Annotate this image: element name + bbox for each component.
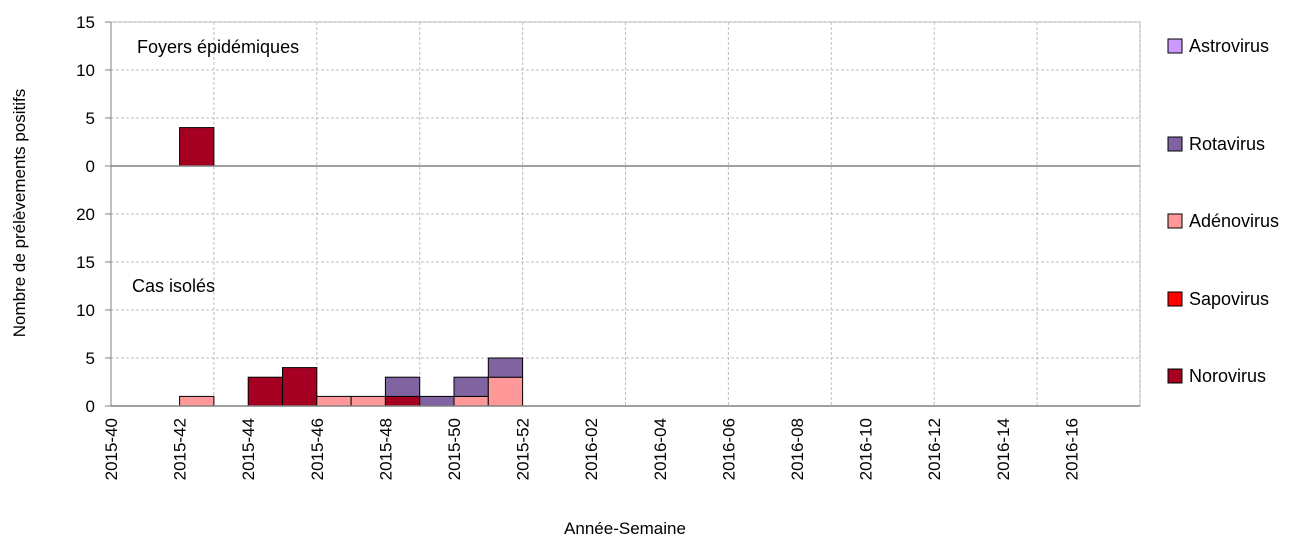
x-tick-label: 2015-46	[308, 418, 327, 480]
bar-adénovirus-2015-42	[179, 395, 215, 407]
bar-adénovirus-2015-50	[453, 395, 489, 407]
axes-layer: 0 5 10 15 0 5 10 15 20 2015-40 2015-42 2015-44 2015-…	[76, 13, 1140, 480]
x-tick-label: 2015-42	[171, 418, 190, 480]
y-tick-label: 10	[76, 61, 95, 80]
x-tick-label: 2015-48	[376, 418, 395, 480]
panel-label-bottom: Cas isolés	[132, 276, 215, 296]
x-tick-label: 2016-10	[857, 418, 876, 480]
x-tick-label: 2016-04	[651, 418, 670, 480]
x-tick-label: 2016-14	[994, 418, 1013, 480]
legend-swatch-sapovirus	[1167, 291, 1183, 307]
bar-rotavirus-2015-50	[453, 376, 489, 397]
bar-rotavirus-2015-49	[419, 395, 455, 407]
y-axis-title: Nombre de prélèvements positifs	[10, 89, 29, 338]
grid-layer	[110, 21, 1141, 407]
x-tick-label: 2015-52	[514, 418, 533, 480]
x-tick-label: 2015-50	[445, 418, 464, 480]
y-tick-label: 0	[86, 157, 95, 176]
legend-label: Sapovirus	[1189, 289, 1269, 309]
bars-layer	[179, 127, 524, 407]
x-tick-label: 2016-12	[925, 418, 944, 480]
x-tick-label: 2016-16	[1062, 418, 1081, 480]
legend-swatch-astrovirus	[1167, 38, 1183, 54]
x-axis-title: Année-Semaine	[564, 519, 686, 538]
legend-swatch-norovirus	[1167, 368, 1183, 384]
legend-swatch-rotavirus	[1167, 136, 1183, 152]
bar-adénovirus-2015-46	[316, 395, 352, 407]
legend-label: Norovirus	[1189, 366, 1266, 386]
legend-label: Rotavirus	[1189, 134, 1265, 154]
y-tick-label: 5	[86, 109, 95, 128]
bar-adénovirus-2015-51	[487, 376, 524, 407]
y-tick-label: 20	[76, 205, 95, 224]
y-tick-label: 5	[86, 349, 95, 368]
legend-label: Adénovirus	[1189, 211, 1279, 231]
y-tick-label: 10	[76, 301, 95, 320]
y-tick-label: 15	[76, 13, 95, 32]
legend-swatch-adénovirus	[1167, 213, 1183, 229]
x-tick-label: 2015-44	[239, 418, 258, 480]
x-tick-label: 2016-02	[582, 418, 601, 480]
y-tick-label: 15	[76, 253, 95, 272]
bar-norovirus-2015-44	[247, 376, 283, 407]
bar-norovirus-2015-42	[179, 127, 215, 167]
legend-label: Astrovirus	[1189, 36, 1269, 56]
x-tick-label: 2016-08	[788, 418, 807, 480]
bar-rotavirus-2015-48	[384, 376, 421, 397]
panel-label-top: Foyers épidémiques	[137, 37, 299, 57]
bar-norovirus-2015-45	[282, 367, 318, 407]
bar-adénovirus-2015-47	[350, 395, 386, 407]
legend: Astrovirus Rotavirus Adénovirus Sapovirus No…	[1167, 36, 1279, 386]
bar-rotavirus-2015-51	[487, 357, 524, 378]
x-tick-label: 2015-40	[102, 418, 121, 480]
y-tick-label: 0	[86, 397, 95, 416]
bar-norovirus-2015-48	[384, 395, 421, 407]
x-tick-label: 2016-06	[719, 418, 738, 480]
